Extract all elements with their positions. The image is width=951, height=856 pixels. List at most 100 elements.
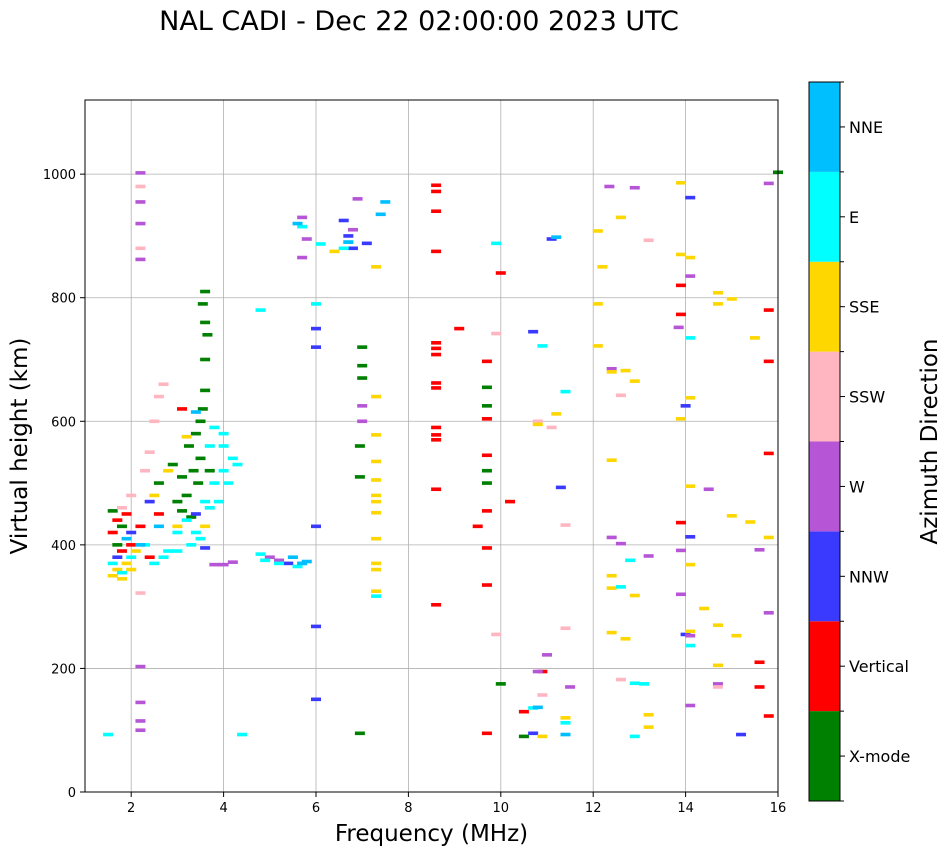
echo-mark-w (218, 562, 229, 567)
x-axis-label: Frequency (MHz) (335, 821, 528, 847)
echo-mark-w (754, 548, 765, 552)
echo-mark-nne (135, 543, 146, 547)
echo-mark-w (297, 255, 308, 260)
echo-mark-w (565, 685, 576, 689)
echo-mark-sse (371, 493, 382, 498)
echo-mark-sse (606, 630, 617, 635)
echo-mark-e (292, 564, 303, 569)
echo-mark-x-mode (177, 509, 188, 513)
echo-mark-w (532, 669, 543, 674)
echo-mark-nnw (311, 697, 321, 702)
echo-mark-w (606, 366, 617, 371)
echo-mark-vertical (481, 546, 492, 550)
colorbar-swatch (809, 261, 840, 352)
echo-mark-x-mode (357, 363, 368, 368)
echo-mark-e (209, 425, 220, 430)
echo-mark-e (274, 561, 285, 566)
echo-mark-sse (126, 567, 137, 572)
echo-mark-sse (685, 629, 696, 634)
echo-mark-ssw (135, 246, 146, 251)
echo-mark-vertical (107, 530, 118, 535)
colorbar-label: Azimuth Direction (917, 339, 943, 545)
echo-mark-x-mode (153, 481, 164, 485)
echo-mark-e (260, 558, 271, 563)
colorbar-category-label: W (849, 477, 865, 496)
y-tick-label: 600 (51, 415, 76, 430)
echo-mark-x-mode (188, 468, 199, 473)
echo-mark-x-mode (181, 493, 192, 498)
echo-mark-sse (537, 734, 548, 739)
x-tick-label: 6 (312, 801, 320, 816)
echo-mark-x-mode (193, 481, 204, 485)
echo-mark-x-mode (202, 332, 213, 337)
echo-mark-w (615, 541, 626, 546)
echo-mark-e (255, 552, 266, 556)
echo-mark-vertical (431, 249, 442, 254)
echo-mark-w (135, 200, 146, 204)
colorbar-category-label: Vertical (849, 657, 909, 676)
echo-mark-e (615, 585, 626, 589)
echo-mark-vertical (481, 583, 492, 587)
echo-mark-vertical (481, 509, 492, 513)
echo-mark-w (712, 682, 723, 686)
echo-mark-sse (643, 725, 654, 729)
echo-mark-x-mode (481, 404, 492, 408)
echo-mark-vertical (481, 417, 492, 421)
echo-mark-nnw (343, 234, 354, 238)
echo-mark-x-mode (107, 509, 118, 513)
echo-mark-sse (685, 255, 696, 260)
echo-mark-e (338, 246, 349, 251)
echo-mark-w (135, 171, 146, 175)
echo-mark-nne (532, 705, 543, 710)
echo-mark-vertical (763, 451, 774, 456)
echo-mark-w (629, 185, 640, 190)
echo-mark-sse (675, 180, 686, 185)
echo-mark-e (315, 242, 326, 246)
y-tick-label: 0 (68, 786, 76, 801)
echo-mark-sse (763, 535, 774, 540)
echo-mark-nnw (680, 404, 691, 408)
echo-mark-ssw (615, 677, 626, 682)
echo-mark-sse (560, 716, 571, 720)
echo-mark-vertical (675, 283, 686, 288)
echo-mark-w (685, 703, 696, 708)
echo-mark-e (311, 302, 321, 306)
echo-mark-e (149, 561, 160, 566)
echo-mark-e (218, 444, 229, 448)
echo-mark-w (604, 184, 615, 189)
echo-mark-sse (121, 561, 132, 566)
echo-mark-e (560, 389, 571, 394)
x-tick-label: 8 (404, 801, 412, 816)
echo-mark-vertical (431, 346, 442, 351)
echo-mark-x-mode (195, 419, 206, 424)
x-tick-label: 10 (493, 801, 510, 816)
echo-mark-w (347, 227, 358, 232)
echo-mark-w (297, 215, 308, 220)
echo-mark-vertical (144, 555, 155, 560)
echo-mark-sse (675, 417, 686, 421)
echo-mark-nne (121, 536, 132, 541)
echo-mark-x-mode (357, 345, 368, 349)
echo-mark-w (685, 633, 696, 638)
echo-mark-vertical (754, 660, 765, 665)
echo-mark-ssw (135, 591, 146, 595)
echo-mark-e (158, 555, 169, 560)
echo-mark-vertical (431, 602, 442, 607)
echo-mark-x-mode (190, 431, 201, 436)
echo-mark-nne (551, 235, 562, 239)
echo-mark-sse (112, 567, 123, 572)
echo-mark-e (491, 241, 502, 246)
echo-mark-ssw (149, 419, 160, 424)
echo-mark-x-mode (186, 515, 197, 519)
echo-mark-e (255, 308, 266, 312)
echo-mark-vertical (481, 731, 492, 736)
echo-mark-sse (116, 577, 127, 581)
echo-mark-sse (592, 229, 603, 233)
echo-mark-w (675, 592, 686, 597)
echo-mark-nnw (555, 485, 566, 490)
echo-mark-x-mode (112, 543, 123, 547)
y-tick-label: 400 (51, 539, 76, 554)
echo-mark-sse (675, 252, 686, 257)
echo-mark-x-mode (200, 388, 211, 393)
echo-mark-e (107, 561, 118, 566)
